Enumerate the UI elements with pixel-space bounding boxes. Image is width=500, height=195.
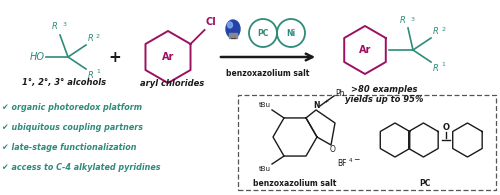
Text: benzoxazolium salt: benzoxazolium salt xyxy=(254,178,336,188)
Text: Ar: Ar xyxy=(162,52,174,62)
Text: 1°, 2°, 3° alcohols: 1°, 2°, 3° alcohols xyxy=(22,79,106,88)
Text: 2: 2 xyxy=(441,27,445,32)
Text: R: R xyxy=(433,64,439,73)
Text: ✔ late-stage functionalization: ✔ late-stage functionalization xyxy=(2,143,136,152)
Text: Ar: Ar xyxy=(359,45,371,55)
Text: −: − xyxy=(353,155,360,165)
Text: R: R xyxy=(433,27,439,36)
Text: +: + xyxy=(323,99,328,105)
Ellipse shape xyxy=(228,22,232,28)
Text: ✔ organic photoredox platform: ✔ organic photoredox platform xyxy=(2,103,142,112)
Text: tBu: tBu xyxy=(259,102,271,108)
Text: >80 examples
yields up to 95%: >80 examples yields up to 95% xyxy=(345,85,424,104)
Text: +: + xyxy=(108,50,122,65)
Text: PC: PC xyxy=(420,178,430,188)
Text: 3: 3 xyxy=(411,17,415,22)
Polygon shape xyxy=(146,31,190,83)
Text: Ph: Ph xyxy=(335,90,344,98)
Text: benzoxazolium salt: benzoxazolium salt xyxy=(226,68,310,77)
FancyBboxPatch shape xyxy=(238,95,496,190)
Text: aryl chlorides: aryl chlorides xyxy=(140,79,204,88)
Text: R: R xyxy=(52,22,58,31)
Text: Ni: Ni xyxy=(286,28,296,37)
Text: HO: HO xyxy=(30,52,45,62)
Text: N: N xyxy=(314,101,320,110)
Polygon shape xyxy=(344,26,386,74)
Text: tBu: tBu xyxy=(259,166,271,172)
Text: 1: 1 xyxy=(96,69,100,74)
Text: ✔ access to C-4 alkylated pyridines: ✔ access to C-4 alkylated pyridines xyxy=(2,162,160,171)
Text: O: O xyxy=(443,123,450,132)
Text: 2: 2 xyxy=(96,34,100,39)
Text: R: R xyxy=(400,16,406,25)
Text: Cl: Cl xyxy=(206,17,216,27)
Text: 4: 4 xyxy=(349,158,352,163)
Text: O: O xyxy=(330,145,336,154)
Text: PC: PC xyxy=(258,28,268,37)
Text: ✔ ubiquitous coupling partners: ✔ ubiquitous coupling partners xyxy=(2,122,143,131)
Ellipse shape xyxy=(226,20,240,38)
Text: R: R xyxy=(88,34,94,43)
Text: 3: 3 xyxy=(63,22,67,27)
Bar xyxy=(229,33,237,38)
Text: R: R xyxy=(88,71,94,80)
Text: BF: BF xyxy=(337,159,346,168)
Text: 1: 1 xyxy=(441,62,445,67)
